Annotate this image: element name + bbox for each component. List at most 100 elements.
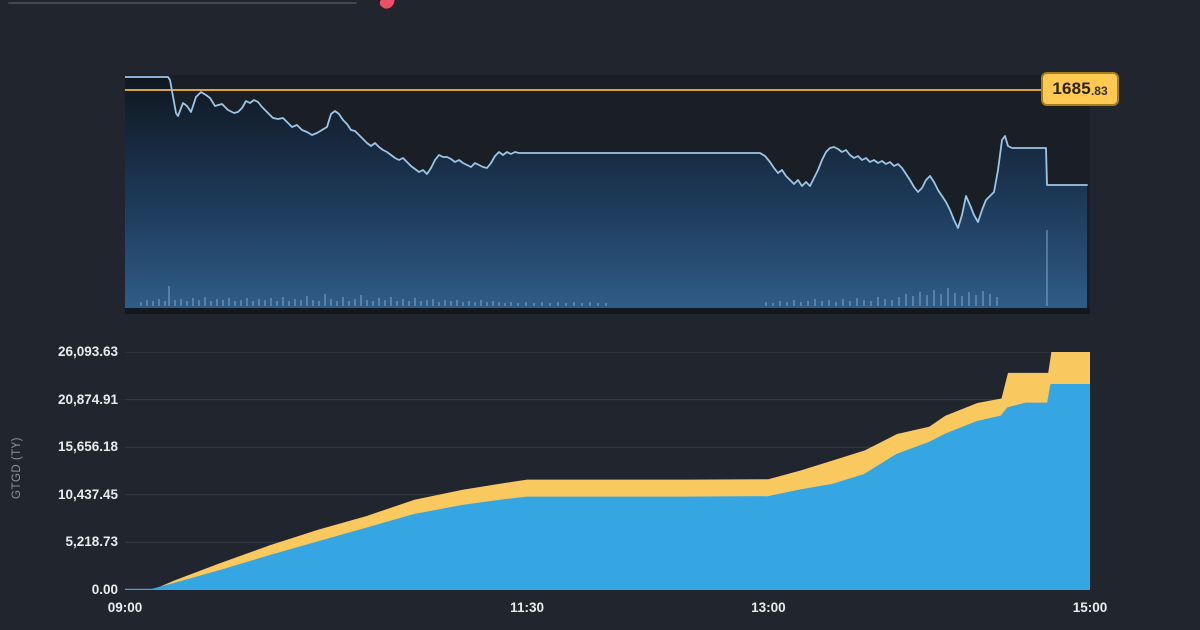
volume-bar xyxy=(228,298,230,306)
volume-bar xyxy=(252,301,254,306)
volume-bar xyxy=(525,302,527,306)
volume-bar xyxy=(164,301,166,306)
volume-bar xyxy=(312,300,314,306)
volume-bar xyxy=(474,302,476,306)
volume-bar xyxy=(968,292,970,306)
volume-bar xyxy=(396,301,398,306)
volume-bar xyxy=(378,298,380,306)
volume-bar xyxy=(444,300,446,306)
volume-bar xyxy=(174,300,176,306)
volume-bar xyxy=(549,303,551,306)
y-tick-label: 15,656.18 xyxy=(57,439,118,455)
volume-bar xyxy=(498,302,500,306)
y-tick-label: 20,874.91 xyxy=(57,391,118,407)
logo-fragment-icon xyxy=(378,0,397,12)
volume-bar xyxy=(849,301,851,306)
area-series-primary xyxy=(125,383,1090,590)
volume-bar xyxy=(462,302,464,306)
volume-bar xyxy=(336,301,338,306)
volume-bar xyxy=(898,297,900,306)
volume-bar xyxy=(222,300,224,306)
volume-bar xyxy=(891,300,893,306)
volume-bar xyxy=(288,301,290,306)
volume-bar xyxy=(408,301,410,306)
price-chart-bottom-edge xyxy=(125,308,1090,314)
volume-bar xyxy=(240,300,242,306)
volume-bar xyxy=(961,296,963,306)
volume-bar xyxy=(158,299,160,306)
gtgd-chart-plot[interactable] xyxy=(125,352,1090,590)
volume-bar xyxy=(541,302,543,306)
volume-bar xyxy=(605,303,607,306)
top-divider xyxy=(8,2,357,4)
volume-bar xyxy=(786,302,788,306)
volume-bar xyxy=(835,302,837,306)
volume-bar xyxy=(264,300,266,306)
volume-bar xyxy=(468,301,470,306)
volume-bar xyxy=(504,303,506,306)
volume-bar xyxy=(486,302,488,306)
volume-bar xyxy=(828,300,830,306)
volume-bar xyxy=(765,302,767,306)
volume-bar xyxy=(450,301,452,306)
volume-bar xyxy=(354,299,356,306)
volume-bar xyxy=(192,298,194,306)
volume-bar xyxy=(348,301,350,306)
volume-bar xyxy=(1046,230,1048,306)
price-level-badge[interactable]: 1685 .83 xyxy=(1041,72,1119,106)
volume-bar xyxy=(856,298,858,306)
y-tick-label: 10,437.45 xyxy=(57,486,118,502)
y-tick-label: 5,218.73 xyxy=(65,534,118,550)
price-chart-plot[interactable] xyxy=(125,75,1090,308)
price-chart-svg xyxy=(125,76,1090,308)
volume-bar xyxy=(246,298,248,306)
volume-bar xyxy=(597,303,599,306)
volume-bar xyxy=(517,303,519,306)
x-tick-label: 09:00 xyxy=(107,600,143,615)
x-tick-label: 13:00 xyxy=(751,600,786,615)
price-level-value: 1685 xyxy=(1052,79,1091,98)
volume-bar xyxy=(300,300,302,306)
volume-bar xyxy=(589,302,591,306)
volume-bar xyxy=(565,303,567,306)
price-line xyxy=(125,76,1088,229)
volume-bar xyxy=(573,302,575,306)
volume-bar xyxy=(492,301,494,306)
volume-bar xyxy=(926,295,928,306)
volume-bar xyxy=(779,301,781,306)
volume-bar xyxy=(204,297,206,306)
volume-bar xyxy=(940,294,942,306)
volume-bar xyxy=(772,303,774,306)
volume-bar xyxy=(557,302,559,306)
volume-bar xyxy=(438,302,440,306)
volume-bar xyxy=(456,300,458,306)
volume-bar xyxy=(510,302,512,306)
x-tick-label: 15:00 xyxy=(1072,600,1108,615)
volume-bar xyxy=(420,301,422,306)
volume-bar xyxy=(234,301,236,306)
volume-bar xyxy=(884,299,886,306)
volume-bar xyxy=(330,299,332,306)
volume-bar xyxy=(198,300,200,306)
y-tick-label: 0.00 xyxy=(91,582,118,597)
x-tick-label: 11:30 xyxy=(510,600,544,615)
volume-bar xyxy=(282,297,284,306)
volume-bar xyxy=(414,298,416,306)
volume-bar xyxy=(270,298,272,306)
y-tick-label: 26,093.63 xyxy=(57,344,118,359)
volume-bar xyxy=(402,299,404,306)
volume-bar xyxy=(933,290,935,306)
volume-bar xyxy=(533,303,535,306)
volume-bar xyxy=(947,288,949,306)
volume-bar xyxy=(807,301,809,306)
volume-bar xyxy=(146,300,148,306)
volume-bar xyxy=(152,301,154,306)
volume-bar xyxy=(996,297,998,306)
volume-bar xyxy=(821,301,823,306)
volume-bar xyxy=(800,302,802,306)
volume-bar xyxy=(842,299,844,306)
volume-bar xyxy=(793,300,795,306)
volume-bar xyxy=(870,301,872,306)
volume-bar xyxy=(258,299,260,306)
